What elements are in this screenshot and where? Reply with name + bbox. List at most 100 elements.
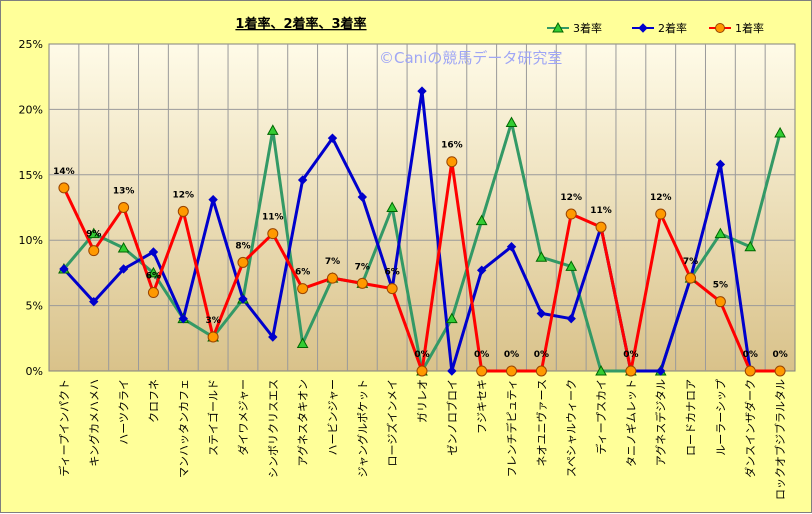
data-point — [506, 365, 518, 377]
data-label: 3% — [205, 316, 220, 326]
data-point — [536, 308, 547, 319]
x-tick-label: ジャングルポケット — [355, 379, 369, 477]
y-tick-label: 10% — [19, 234, 43, 247]
data-point — [505, 116, 518, 127]
legend-label: 1着率 — [735, 21, 764, 35]
data-label: 7% — [683, 257, 698, 267]
data-point — [178, 313, 188, 324]
data-point — [476, 265, 487, 275]
data-point — [535, 365, 547, 377]
watermark: ©Caniの競馬データ研究室 — [379, 49, 562, 67]
y-tick-label: 25% — [19, 38, 43, 51]
data-point — [446, 156, 458, 168]
data-point — [565, 260, 578, 271]
data-point — [655, 208, 667, 220]
data-point — [774, 365, 786, 377]
x-tick-label: ダイワメジャー — [236, 379, 250, 455]
data-point — [148, 247, 159, 257]
data-point — [566, 313, 576, 324]
data-label: 12% — [560, 193, 582, 203]
x-tick-label: タニノギムレット — [625, 379, 638, 467]
y-tick-label: 15% — [19, 169, 43, 182]
data-point — [147, 266, 160, 278]
x-tick-label: スペシャルウィーク — [565, 379, 578, 477]
data-point — [595, 364, 607, 376]
data-point — [237, 256, 249, 268]
x-tick-label: ネオユニヴァース — [534, 379, 548, 466]
x-tick-label: ハーツクライ — [118, 379, 131, 445]
x-tick-label: ロックオブジブラルタル — [773, 379, 787, 500]
data-point — [744, 365, 756, 377]
x-tick-label: シンボリクリスエス — [267, 379, 280, 478]
data-point — [535, 251, 548, 262]
y-tick-label: 0% — [26, 365, 43, 378]
data-point — [357, 192, 368, 202]
x-tick-label: アグネスデジタル — [654, 379, 668, 466]
data-point — [386, 201, 399, 212]
data-label: 12% — [650, 193, 672, 203]
x-tick-label: ロードカナロア — [685, 379, 698, 456]
x-tick-label: ディープインパクト — [57, 379, 71, 477]
x-tick-label: キングカメハメハ — [87, 379, 101, 467]
data-label: 7% — [355, 262, 370, 272]
x-tick-label: ステイゴールド — [206, 379, 220, 456]
data-label: 7% — [325, 257, 340, 267]
data-point — [386, 283, 398, 295]
data-point — [296, 337, 309, 349]
y-tick-label: 5% — [26, 300, 43, 313]
data-label: 5% — [713, 281, 728, 291]
data-label: 0% — [504, 350, 519, 360]
data-point — [327, 133, 338, 143]
x-tick-label: ディープスカイ — [594, 379, 608, 455]
data-point — [88, 245, 100, 257]
data-point — [417, 86, 427, 96]
data-point — [326, 272, 338, 284]
x-tick-label: クロフネ — [147, 379, 160, 423]
data-label: 0% — [772, 350, 787, 360]
data-point — [118, 202, 130, 213]
data-point — [147, 287, 159, 299]
data-point — [356, 277, 368, 289]
data-point — [476, 365, 488, 377]
data-point — [177, 205, 189, 217]
data-label: 0% — [743, 350, 758, 360]
x-tick-label: ハービンジャー — [326, 379, 339, 455]
data-label: 0% — [474, 350, 489, 360]
data-point — [506, 242, 517, 252]
data-point — [685, 272, 697, 284]
data-label: 6% — [385, 268, 400, 278]
y-tick-label: 20% — [19, 103, 43, 116]
data-point — [565, 208, 577, 220]
data-point — [89, 296, 99, 307]
data-label: 14% — [53, 167, 75, 177]
data-point — [744, 240, 757, 252]
data-point — [714, 227, 727, 239]
data-point — [475, 214, 488, 226]
data-point — [774, 126, 786, 138]
legend-marker — [638, 23, 648, 33]
data-label: 6% — [295, 268, 310, 278]
data-point — [266, 124, 279, 135]
data-label: 0% — [414, 350, 429, 360]
data-point — [715, 159, 726, 170]
data-point — [207, 331, 219, 343]
data-label: 0% — [534, 350, 549, 360]
legend-label: 3着率 — [573, 21, 602, 35]
x-tick-label: ルーラーシップ — [714, 379, 727, 456]
legend-marker — [552, 21, 564, 33]
x-tick-label: フレンチデピュティ — [505, 379, 519, 477]
data-point — [656, 366, 666, 376]
data-point — [59, 264, 69, 274]
data-point — [714, 296, 726, 308]
data-point — [117, 242, 130, 253]
data-point — [416, 365, 428, 377]
data-label: 0% — [623, 350, 638, 360]
x-tick-label: アグネスタキオン — [296, 379, 310, 466]
data-point — [445, 312, 458, 324]
data-label: 11% — [262, 213, 284, 223]
x-tick-label: ダンスインザダーク — [743, 379, 757, 478]
data-point — [87, 227, 100, 239]
data-label: 13% — [113, 187, 135, 197]
